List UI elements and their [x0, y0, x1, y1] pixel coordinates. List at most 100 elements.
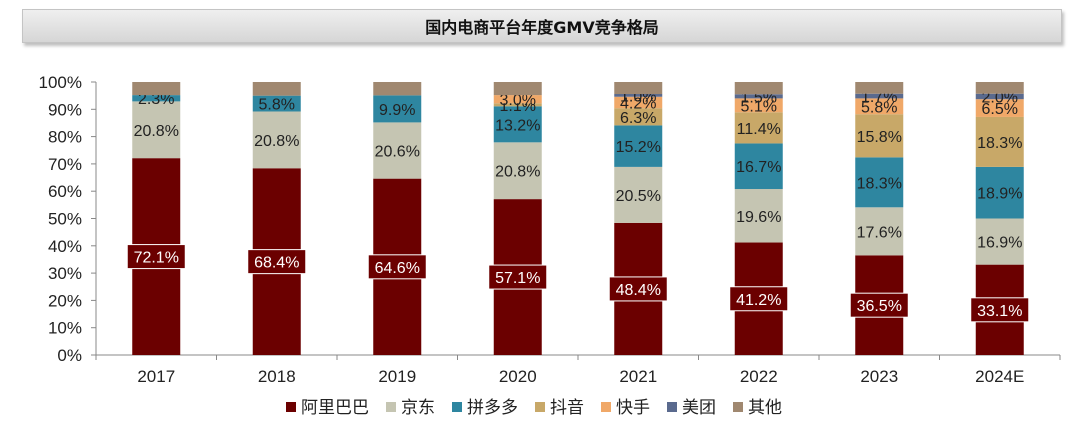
bar-segment [373, 95, 422, 123]
data-label: 20.8% [495, 164, 540, 181]
legend-label: 阿里巴巴 [301, 398, 369, 417]
data-label: 4.2% [620, 95, 656, 112]
y-tick-label: 80% [48, 128, 82, 147]
bar-segment [975, 93, 1024, 100]
data-label: 15.2% [616, 139, 661, 156]
bar-segment [855, 93, 904, 99]
bar-segment [855, 82, 904, 94]
bar-segment [132, 82, 181, 96]
data-label-box [126, 244, 186, 270]
data-label: 41.2% [736, 292, 781, 309]
data-label: 18.9% [977, 186, 1022, 203]
legend-swatch [452, 402, 462, 412]
data-label: 2.3% [138, 91, 174, 108]
bar-segment [734, 82, 783, 95]
bar-segment [614, 125, 663, 167]
y-tick-label: 30% [48, 264, 82, 283]
data-label: 20.8% [254, 133, 299, 150]
data-label-box [367, 254, 427, 280]
y-tick-label: 50% [48, 210, 82, 229]
x-tick-label: 2023 [860, 367, 898, 386]
bar-segment [734, 189, 783, 243]
bar-segment [493, 95, 542, 104]
data-label: 36.5% [857, 298, 902, 315]
legend-swatch [535, 402, 545, 412]
y-tick-label: 60% [48, 182, 82, 201]
y-tick-label: 20% [48, 291, 82, 310]
legend-swatch [286, 402, 296, 412]
data-label: 20.6% [375, 144, 420, 161]
data-label: 57.1% [495, 270, 540, 287]
data-label-box [849, 292, 909, 318]
bar-segment [734, 94, 783, 99]
data-label: 9.9% [379, 102, 415, 119]
data-label: 6.3% [620, 110, 656, 127]
x-tick-label: 2024E [975, 367, 1024, 386]
data-label: 5.8% [861, 99, 897, 116]
data-label: 20.5% [616, 188, 661, 205]
legend-label: 快手 [616, 398, 650, 417]
bar-segment [252, 111, 301, 169]
y-tick-label: 0% [57, 346, 82, 365]
data-label: 48.4% [616, 282, 661, 299]
legend-label: 美团 [682, 398, 716, 417]
x-tick-label: 2020 [499, 367, 537, 386]
bar-segment [493, 103, 542, 107]
data-label: 16.7% [736, 159, 781, 176]
bar-segment [975, 218, 1024, 265]
data-label: 64.6% [375, 260, 420, 277]
legend-label: 拼多多 [467, 398, 518, 417]
bar-segment [975, 82, 1024, 94]
y-tick-label: 40% [48, 237, 82, 256]
data-label: 13.2% [495, 117, 540, 134]
data-label: 16.9% [977, 235, 1022, 252]
data-label: 18.3% [857, 175, 902, 192]
legend-swatch [386, 402, 396, 412]
data-label: 19.6% [736, 209, 781, 226]
bar-segment [734, 143, 783, 190]
data-label: 5.1% [741, 98, 777, 115]
bar-segment [734, 98, 783, 113]
bar-segment [734, 112, 783, 144]
data-label: 17.6% [857, 224, 902, 241]
data-label-box [608, 276, 668, 302]
bar-segment [252, 95, 301, 112]
chart-title-bar: 国内电商平台年度GMV竞争格局 [22, 9, 1062, 43]
y-tick-label: 90% [48, 100, 82, 119]
data-label: 3.0% [500, 92, 536, 109]
bar-segment [855, 157, 904, 208]
data-label: 18.3% [977, 135, 1022, 152]
legend-swatch [733, 402, 743, 412]
data-label: 68.4% [254, 255, 299, 272]
y-tick-label: 70% [48, 155, 82, 174]
data-label: 20.8% [134, 123, 179, 140]
data-label-box [729, 286, 789, 312]
legend-swatch [667, 402, 677, 412]
x-tick-label: 2018 [258, 367, 296, 386]
data-label: 33.1% [977, 303, 1022, 320]
x-tick-label: 2017 [137, 367, 175, 386]
bar-segment [855, 114, 904, 158]
bar-segment [132, 101, 181, 159]
bar-segment [855, 207, 904, 256]
data-label-box [970, 297, 1030, 323]
bar-segment [373, 122, 422, 179]
bar-segment [493, 82, 542, 96]
bar-segment [855, 98, 904, 115]
bar-segment [493, 142, 542, 200]
x-tick-label: 2021 [619, 367, 657, 386]
bar-segment [614, 82, 663, 95]
data-label: 5.8% [259, 97, 295, 114]
bar-segment [614, 166, 663, 223]
data-label-box [247, 249, 307, 275]
data-label-box [488, 264, 548, 290]
data-label: 72.1% [134, 250, 179, 267]
legend-label: 京东 [401, 398, 435, 417]
bar-segment [614, 96, 663, 109]
bar-segment [975, 166, 1024, 219]
legend-label: 其他 [748, 398, 782, 417]
x-tick-label: 2019 [378, 367, 416, 386]
x-tick-label: 2022 [740, 367, 778, 386]
data-label: 15.8% [857, 129, 902, 146]
